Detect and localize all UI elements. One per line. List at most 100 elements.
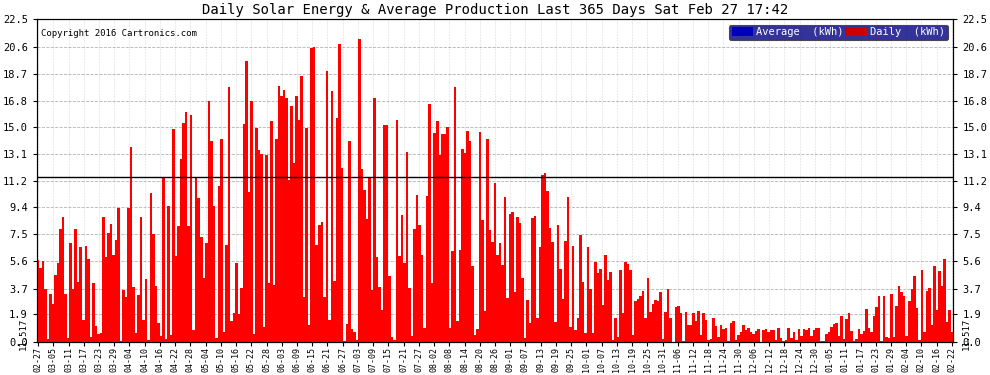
- Bar: [654, 300, 657, 342]
- Bar: [579, 235, 581, 342]
- Bar: [893, 337, 895, 342]
- Bar: [687, 326, 690, 342]
- Bar: [197, 198, 200, 342]
- Bar: [936, 310, 939, 342]
- Bar: [873, 316, 875, 342]
- Bar: [42, 261, 45, 342]
- Bar: [391, 337, 393, 342]
- Bar: [117, 208, 120, 342]
- Bar: [120, 341, 122, 342]
- Bar: [246, 61, 248, 342]
- Bar: [599, 269, 602, 342]
- Bar: [50, 294, 51, 342]
- Bar: [916, 308, 918, 342]
- Bar: [534, 216, 537, 342]
- Bar: [479, 132, 481, 342]
- Bar: [220, 139, 223, 342]
- Bar: [777, 328, 780, 342]
- Bar: [54, 274, 56, 342]
- Bar: [386, 125, 388, 342]
- Bar: [659, 292, 662, 342]
- Bar: [838, 336, 841, 342]
- Bar: [72, 289, 74, 342]
- Bar: [931, 324, 934, 342]
- Bar: [348, 141, 350, 342]
- Bar: [138, 295, 140, 342]
- Bar: [576, 318, 579, 342]
- Bar: [775, 340, 777, 342]
- Bar: [539, 247, 542, 342]
- Bar: [604, 255, 607, 342]
- Bar: [566, 197, 569, 342]
- Bar: [630, 270, 632, 342]
- Bar: [815, 328, 818, 342]
- Bar: [439, 154, 441, 342]
- Bar: [584, 333, 587, 342]
- Bar: [489, 230, 491, 342]
- Bar: [225, 244, 228, 342]
- Bar: [175, 256, 177, 342]
- Bar: [393, 339, 396, 342]
- Bar: [695, 321, 697, 342]
- Bar: [770, 330, 772, 342]
- Bar: [537, 318, 539, 342]
- Bar: [429, 104, 431, 342]
- Bar: [293, 163, 295, 342]
- Bar: [594, 262, 597, 342]
- Bar: [350, 328, 353, 342]
- Bar: [133, 287, 135, 342]
- Bar: [622, 313, 625, 342]
- Bar: [265, 155, 267, 342]
- Bar: [300, 76, 303, 342]
- Bar: [888, 338, 890, 342]
- Bar: [690, 325, 692, 342]
- Bar: [810, 336, 813, 342]
- Bar: [321, 222, 323, 342]
- Bar: [122, 291, 125, 342]
- Bar: [51, 304, 54, 342]
- Bar: [159, 336, 162, 342]
- Bar: [243, 124, 246, 342]
- Bar: [270, 121, 273, 342]
- Bar: [280, 96, 283, 342]
- Bar: [677, 306, 679, 342]
- Bar: [185, 112, 187, 342]
- Bar: [640, 297, 642, 342]
- Bar: [715, 326, 717, 342]
- Bar: [684, 312, 687, 342]
- Bar: [561, 299, 564, 342]
- Bar: [841, 316, 842, 342]
- Bar: [549, 228, 551, 342]
- Bar: [74, 229, 77, 342]
- Bar: [172, 129, 175, 342]
- Bar: [635, 301, 637, 342]
- Legend: Average  (kWh), Daily  (kWh): Average (kWh), Daily (kWh): [730, 24, 948, 40]
- Bar: [559, 269, 561, 342]
- Bar: [365, 219, 368, 342]
- Bar: [754, 331, 757, 342]
- Bar: [275, 139, 278, 342]
- Bar: [813, 330, 815, 342]
- Bar: [290, 106, 293, 342]
- Bar: [64, 294, 67, 342]
- Bar: [140, 217, 143, 342]
- Bar: [820, 341, 823, 342]
- Bar: [865, 309, 868, 342]
- Bar: [637, 298, 640, 342]
- Bar: [939, 272, 940, 342]
- Bar: [928, 288, 931, 342]
- Bar: [860, 334, 863, 342]
- Bar: [419, 225, 421, 342]
- Bar: [303, 297, 306, 342]
- Bar: [625, 262, 627, 342]
- Bar: [228, 87, 230, 342]
- Bar: [360, 169, 363, 342]
- Bar: [434, 133, 436, 342]
- Bar: [328, 321, 331, 342]
- Bar: [852, 341, 855, 342]
- Bar: [157, 322, 159, 342]
- Bar: [283, 90, 285, 342]
- Bar: [398, 256, 401, 342]
- Bar: [883, 296, 885, 342]
- Bar: [950, 332, 953, 342]
